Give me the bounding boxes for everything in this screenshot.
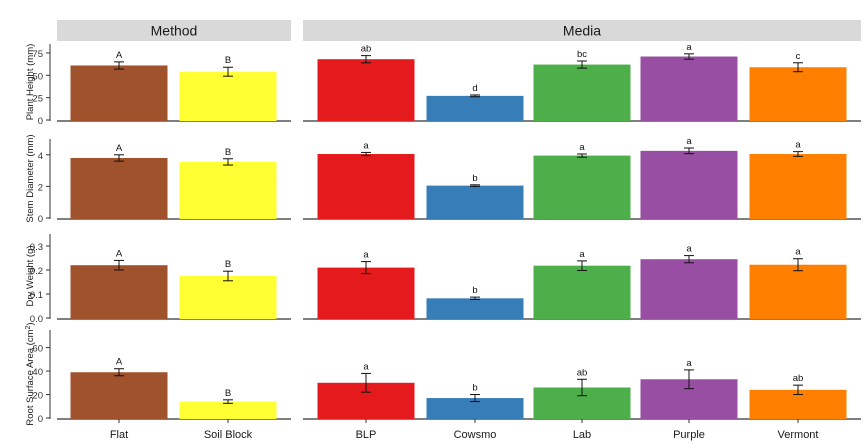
bar-purple [640, 150, 738, 219]
bar-flat [70, 265, 168, 319]
bar-purple [640, 56, 738, 121]
y-axis-label-superscript: 2 [25, 325, 32, 329]
y-tick-label: 4 [38, 151, 43, 162]
significance-letter: b [472, 173, 477, 184]
significance-letter: ab [793, 373, 804, 384]
x-tick-label: Flat [110, 429, 128, 441]
bar-lab [533, 155, 631, 219]
bar-vermont [749, 264, 847, 319]
facet-title: Media [563, 23, 601, 39]
y-tick-label: 0.1 [30, 290, 43, 301]
bar-cowsmo [426, 298, 524, 319]
significance-letter: B [225, 259, 231, 270]
significance-letter: ab [577, 367, 588, 378]
bar-blp [317, 59, 415, 121]
y-axis-label-text: Dry Weight (g) [25, 245, 36, 306]
y-tick-label: 0 [38, 116, 43, 127]
significance-letter: a [686, 42, 692, 53]
bar-lab [533, 64, 631, 121]
y-tick-label: 0.3 [30, 242, 43, 253]
significance-letter: B [225, 55, 231, 66]
x-tick-label: BLP [356, 429, 377, 441]
x-tick-label: Cowsmo [454, 429, 497, 441]
significance-letter: d [472, 83, 477, 94]
facet-strip-media [303, 20, 861, 41]
y-tick-label: 2 [38, 182, 43, 193]
significance-letter: a [363, 250, 369, 261]
bar-soil-block [179, 71, 277, 121]
bar-cowsmo [426, 398, 524, 419]
significance-letter: a [363, 361, 369, 372]
bar-cowsmo [426, 185, 524, 219]
bar-blp [317, 154, 415, 219]
bar-flat [70, 65, 168, 121]
y-tick-label: 20 [32, 391, 43, 402]
bar-purple [640, 259, 738, 319]
x-tick-label: Vermont [778, 429, 819, 441]
significance-letter: B [225, 147, 231, 158]
significance-letter: a [686, 136, 692, 147]
facet-strip-method [57, 20, 291, 41]
significance-letter: A [116, 248, 123, 259]
y-axis-label-text: Root Surface Area (cm [25, 329, 36, 425]
bar-blp [317, 267, 415, 319]
y-tick-label: 75 [32, 49, 43, 60]
significance-letter: a [686, 358, 692, 369]
x-tick-label: Purple [673, 429, 705, 441]
y-tick-label: 0 [38, 414, 43, 425]
x-tick-label: Lab [573, 429, 591, 441]
bar-lab [533, 265, 631, 319]
y-axis-label: Stem Diameter (mm) [25, 134, 36, 222]
significance-letter: a [795, 140, 801, 151]
significance-letter: a [686, 244, 692, 255]
facet-title: Method [151, 23, 198, 39]
significance-letter: b [472, 285, 477, 296]
x-tick-label: Soil Block [204, 429, 253, 441]
y-axis-label-tail: ) [25, 322, 36, 325]
y-tick-label: 40 [32, 367, 43, 378]
bar-soil-block [179, 276, 277, 319]
y-axis-label: Dry Weight (g) [25, 245, 36, 306]
significance-letter: a [363, 140, 369, 151]
y-tick-label: 0.2 [30, 266, 43, 277]
y-tick-label: 50 [32, 71, 43, 82]
significance-letter: a [579, 142, 585, 153]
bar-flat [70, 372, 168, 419]
bar-cowsmo [426, 95, 524, 121]
y-tick-label: 25 [32, 94, 43, 105]
significance-letter: A [116, 143, 123, 154]
significance-letter: a [795, 247, 801, 258]
y-axis-label: Root Surface Area (cm2) [25, 322, 37, 425]
bar-flat [70, 157, 168, 219]
significance-letter: c [796, 51, 801, 62]
significance-letter: B [225, 388, 231, 399]
significance-letter: A [116, 357, 123, 368]
significance-letter: b [472, 383, 477, 394]
significance-letter: a [579, 249, 585, 260]
bar-soil-block [179, 401, 277, 419]
y-tick-label: 0 [38, 214, 43, 225]
y-axis-label-text: Plant Height (mm) [25, 44, 36, 121]
y-tick-label: 0.0 [30, 314, 43, 325]
bar-vermont [749, 154, 847, 219]
significance-letter: bc [577, 49, 587, 60]
significance-letter: A [116, 50, 123, 61]
significance-letter: ab [361, 44, 372, 55]
y-axis-label-text: Stem Diameter (mm) [25, 134, 36, 222]
y-tick-label: 60 [32, 344, 43, 355]
bar-vermont [749, 67, 847, 121]
bar-soil-block [179, 161, 277, 219]
y-axis-label: Plant Height (mm) [25, 44, 36, 121]
